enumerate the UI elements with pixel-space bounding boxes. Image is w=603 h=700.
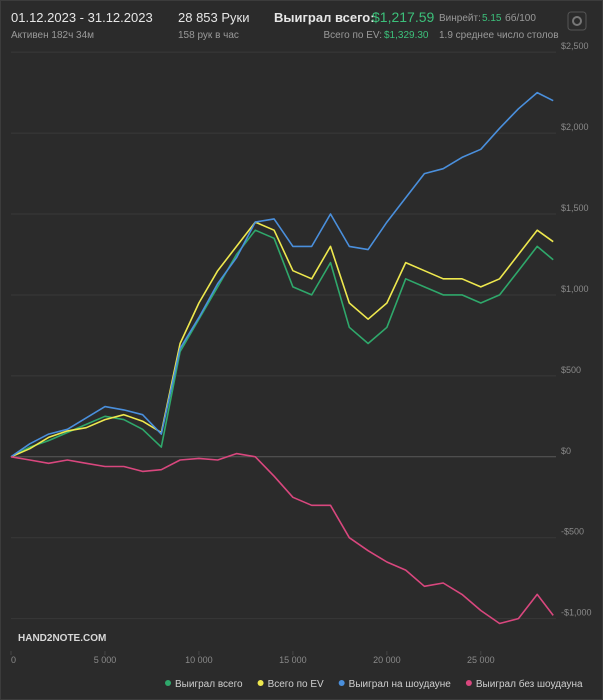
x-tick-label: 20 000 [373, 655, 401, 665]
y-tick-label: $500 [561, 365, 581, 375]
x-tick-label: 25 000 [467, 655, 495, 665]
legend-label: Всего по EV [268, 679, 324, 690]
y-tick-label: $0 [561, 446, 571, 456]
legend-marker [257, 680, 264, 686]
date-range: 01.12.2023 - 31.12.2023 [11, 10, 153, 25]
hands: 28 853 Руки [178, 10, 250, 25]
legend-marker [465, 680, 472, 686]
series-line [10, 452, 554, 625]
ev-label: Всего по EV: [323, 30, 382, 41]
won-value: $1,217.59 [372, 9, 434, 25]
watermark: HAND2NOTE.COM [18, 633, 106, 644]
y-tick-label: $1,000 [561, 284, 589, 294]
legend-label: Выиграл без шоудауна [476, 678, 583, 690]
series-line [10, 221, 554, 458]
winrate-value: 5.15 [482, 13, 502, 24]
won-label: Выиграл всего: [274, 10, 375, 25]
winrate-unit: бб/100 [505, 12, 536, 24]
x-tick-label: 0 [11, 655, 16, 665]
y-tick-label: $2,000 [561, 122, 589, 132]
x-tick-label: 15 000 [279, 655, 307, 665]
series-line [10, 229, 554, 458]
y-tick-label: $1,500 [561, 203, 589, 213]
legend-marker [165, 680, 171, 686]
x-tick-label: 10 000 [185, 655, 213, 665]
legend-marker [338, 680, 345, 686]
hands-rate: 158 рук в час [178, 30, 239, 41]
legend-label: Выиграл всего [175, 679, 243, 690]
y-tick-label: -$500 [561, 527, 584, 537]
winrate-label: Винрейт: [439, 13, 481, 24]
series-line [10, 91, 554, 458]
tables: 1.9 среднее число столов [439, 30, 559, 41]
x-tick-label: 5 000 [94, 655, 117, 665]
active-time: Активен 182ч 34м [11, 30, 94, 41]
settings-icon[interactable] [567, 11, 587, 31]
legend-label: Выиграл на шоудауне [349, 679, 452, 690]
y-tick-label: -$1,000 [561, 608, 592, 618]
y-tick-label: $2,500 [561, 41, 589, 51]
ev-value: $1,329.30 [384, 30, 429, 41]
